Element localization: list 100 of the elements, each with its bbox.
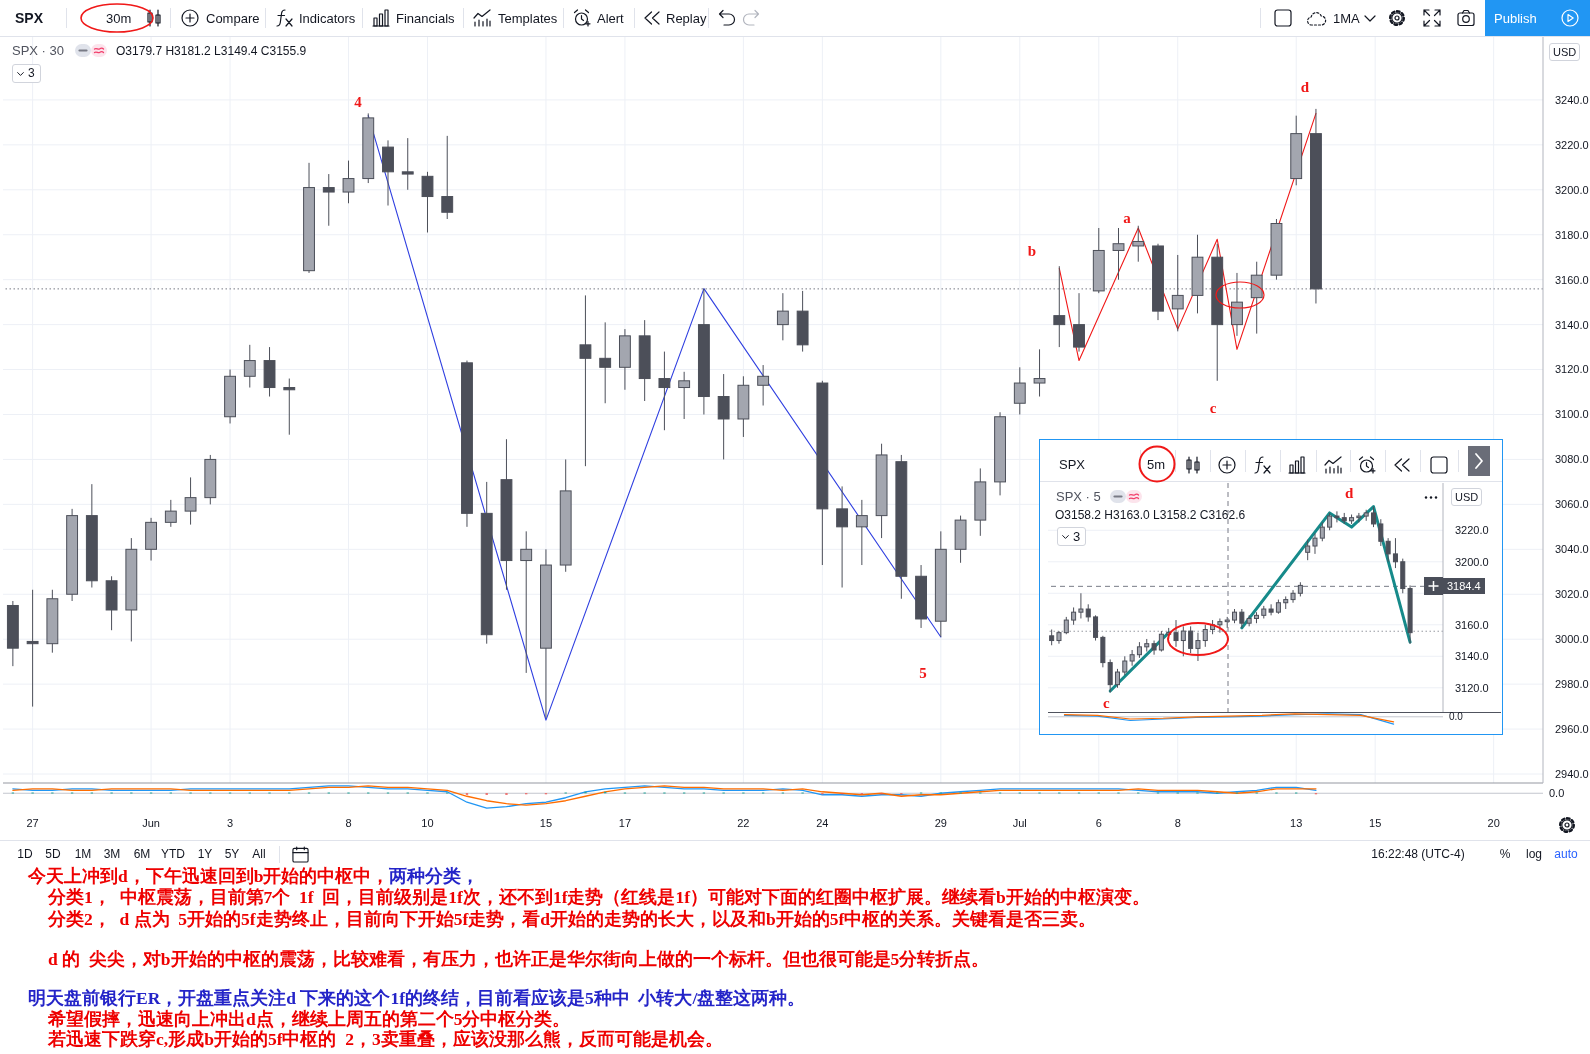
annotation: b [1027, 242, 1037, 260]
candlestick [1112, 227, 1125, 281]
annotation: d [1345, 484, 1354, 502]
x-tick-label: 6 [1095, 816, 1102, 829]
candlestick [342, 160, 355, 204]
candlestick [776, 292, 789, 341]
annotation: 3 [1073, 528, 1081, 545]
candlestick [1078, 592, 1084, 619]
candlestick [1180, 625, 1186, 657]
text: Publish [1494, 10, 1537, 27]
candlestick [1202, 624, 1208, 648]
text: Replay [666, 10, 707, 27]
text: Alert [597, 10, 624, 27]
x-tick-label: 15 [539, 816, 553, 829]
text: 6M [133, 847, 151, 862]
text: 若迅速下跌穿c,形成b开始的5f中枢的 2，3卖重叠，应该没那么熊，反而可能是机会。 [48, 1029, 723, 1049]
candlestick [1305, 539, 1311, 561]
y-tick-label: 3120.0 [1455, 681, 1489, 694]
x-tick-label: 17 [618, 816, 632, 829]
x-tick-label: Jun [142, 816, 160, 829]
text: YTD [161, 847, 185, 862]
text: USD [1549, 43, 1581, 61]
text: SPX [15, 10, 44, 27]
x-tick-label: 15 [1369, 816, 1382, 829]
text: SPX · 5 [1056, 489, 1101, 505]
text: 3M [103, 847, 121, 862]
y-tick-label: 3160.0 [1455, 618, 1489, 631]
text: 30m [106, 10, 132, 27]
candlestick [1107, 658, 1113, 694]
annotation: 0.0 [1449, 710, 1463, 723]
text: O3158.2 H3163.0 L3158.2 C3162.6 [1055, 507, 1246, 523]
candlestick [401, 137, 414, 191]
candlestick [855, 499, 868, 566]
x-tick-label: 8 [345, 816, 352, 829]
candlestick [1188, 625, 1194, 654]
x-tick-label: 13 [1290, 816, 1303, 829]
candlestick [1319, 521, 1325, 542]
y-tick-label: 3000.0 [1555, 633, 1589, 646]
candlestick [1378, 518, 1384, 547]
y-tick-label: 3100.0 [1555, 408, 1589, 421]
text: d 的 尖尖，对b开始的中枢的震荡，比较难看，有压力，也许正是华尔街向上做的一个标杆。但也很可能是5分转折点。 [48, 949, 990, 969]
candlestick [421, 171, 434, 233]
y-tick-label: 3120.0 [1555, 363, 1589, 376]
text: Templates [498, 10, 558, 27]
candlestick [1073, 292, 1085, 353]
y-tick-label: 3180.0 [1555, 228, 1589, 241]
text: log [1525, 847, 1543, 862]
text: 1Y [197, 847, 213, 862]
y-tick-label: 3220.0 [1455, 524, 1489, 537]
y-tick-label: 3160.0 [1555, 273, 1589, 286]
annotation: c [1103, 694, 1110, 712]
candlestick [1356, 512, 1362, 523]
y-tick-label: 3040.0 [1555, 543, 1589, 556]
text: Indicators [299, 10, 356, 27]
text: 明天盘前银行ER，开盘重点关注d 下来的这个1f的终结，目前看应该是5种中 小转大/盘整这两种。 [28, 988, 806, 1008]
annotation: d [1300, 78, 1310, 96]
candlestick [678, 371, 691, 420]
candlestick [1132, 225, 1145, 263]
candlestick [1371, 506, 1377, 528]
candlestick [164, 499, 177, 528]
candlestick [658, 351, 671, 431]
candlestick [1290, 589, 1296, 604]
text: % [1499, 847, 1511, 862]
candlestick [441, 135, 454, 220]
annotation: a [1123, 209, 1131, 227]
text: 1M [74, 847, 92, 862]
candlestick [1173, 619, 1179, 648]
text: All [252, 847, 266, 862]
x-tick-label: 27 [26, 816, 39, 829]
text: Compare [206, 10, 260, 27]
y-tick-label: 3220.0 [1555, 138, 1589, 151]
text: 两种分类， [389, 866, 480, 886]
candlestick [1385, 537, 1391, 563]
x-tick-label: 22 [737, 816, 750, 829]
candlestick [520, 530, 533, 674]
x-tick-label: 20 [1487, 816, 1500, 829]
candlestick [1195, 632, 1201, 662]
candlestick [1334, 510, 1340, 523]
y-tick-label: 3140.0 [1555, 318, 1589, 331]
y-tick-label: 2980.0 [1555, 678, 1589, 691]
annotation: c [1209, 399, 1217, 417]
text: 16:22:48 (UTC-4) [1371, 847, 1465, 862]
candlestick [1312, 532, 1318, 555]
text: 5D [45, 847, 61, 862]
candlestick [1250, 261, 1263, 335]
text: Financials [396, 10, 455, 27]
candlestick [1129, 649, 1135, 667]
y-tick-label: 3200.0 [1555, 183, 1589, 196]
candlestick [1122, 655, 1128, 676]
text: 分类1， 中枢震荡，目前第7个 1f 回，目前级别是1f次，还不到1f走势（红线是1f）可能对下面的红圈中枢扩展。继续看b开始的中枢演变。 [48, 887, 1150, 907]
annotation: 3 [28, 65, 35, 82]
candlestick [717, 373, 730, 460]
y-tick-label: 3020.0 [1555, 588, 1589, 601]
annotation: 4 [354, 93, 362, 111]
candlestick [184, 476, 197, 526]
y-tick-label: 3200.0 [1455, 555, 1489, 568]
candlestick [1013, 366, 1026, 415]
text: 1D [17, 847, 33, 862]
annotation: 5 [919, 664, 927, 682]
text: 今天上冲到d，下午迅速回到b开始的中枢中， [28, 866, 390, 886]
